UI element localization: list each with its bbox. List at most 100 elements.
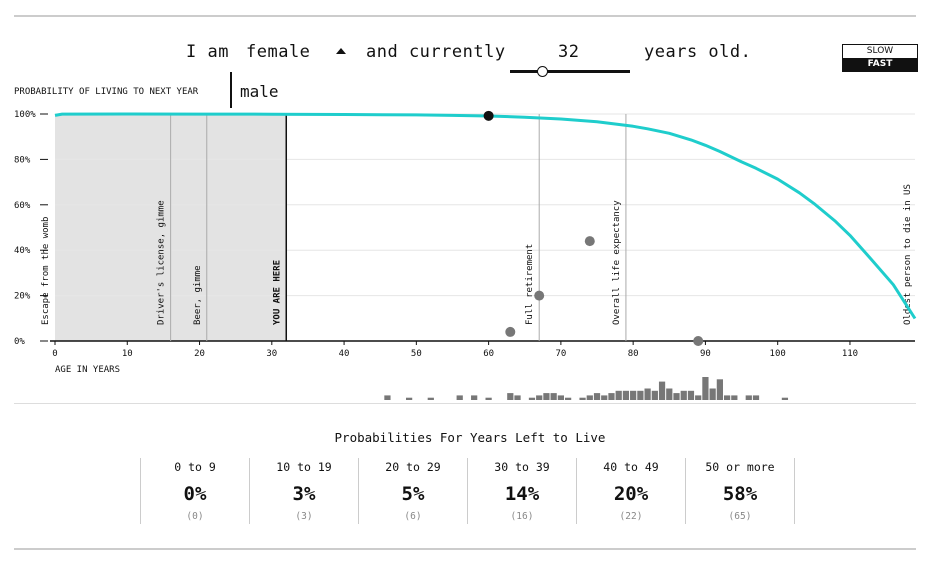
- histogram-bar: [658, 381, 666, 400]
- histogram-bar: [637, 390, 644, 400]
- sentence-i-am: I am: [186, 42, 229, 62]
- histogram-bar: [406, 397, 413, 400]
- histogram-bar: [666, 388, 673, 400]
- summary-percent: 20%: [613, 483, 649, 505]
- x-tick-label: 40: [339, 349, 350, 359]
- histogram-bar: [687, 390, 695, 400]
- speed-slow-button[interactable]: SLOW: [866, 46, 894, 56]
- summary-count: (6): [404, 511, 422, 522]
- sentence-years-old: years old.: [644, 42, 752, 62]
- age-slider-track[interactable]: [510, 70, 630, 73]
- age-value: 32: [558, 42, 580, 62]
- summary-table: 0 to 9 0% (0) 10 to 19 3% (3) 20 to 29 5% (6) 30 …: [140, 458, 795, 524]
- x-tick-label: 70: [555, 349, 566, 359]
- histogram-bar: [456, 395, 463, 400]
- histogram-bar: [601, 395, 608, 400]
- x-tick-label: 110: [842, 349, 858, 359]
- histogram-bar: [702, 377, 709, 400]
- y-tick-label: 60%: [14, 201, 31, 211]
- y-tick-label: 80%: [14, 155, 31, 165]
- milestone-label: Overall life expectancy: [612, 200, 622, 325]
- summary-count: (16): [510, 511, 534, 522]
- death-age-point: [534, 290, 545, 301]
- current-marker: [483, 110, 494, 121]
- histogram-bar: [384, 395, 391, 400]
- milestone-label: Beer, gimme: [193, 265, 203, 325]
- histogram-bar: [427, 397, 434, 400]
- histogram-bar: [507, 393, 514, 400]
- histogram-bar: [731, 395, 738, 400]
- x-tick-label: 10: [122, 349, 133, 359]
- summary-percent: 0%: [183, 483, 207, 505]
- y-tick-label: 100%: [14, 110, 36, 120]
- caret-up-icon[interactable]: [336, 48, 346, 54]
- chart-title: PROBABILITY OF LIVING TO NEXT YEAR: [14, 87, 199, 97]
- summary-cell: 50 or more 58% (65): [685, 458, 795, 524]
- histogram-bar: [651, 390, 658, 400]
- summary-range: 0 to 9: [174, 460, 216, 474]
- histogram-bar: [471, 395, 478, 400]
- milestone-label: YOU ARE HERE: [272, 260, 282, 325]
- survival-curve: [54, 112, 917, 320]
- summary-cell: 10 to 19 3% (3): [249, 458, 358, 524]
- summary-count: (0): [186, 511, 204, 522]
- speed-fast-button[interactable]: FAST: [843, 58, 917, 71]
- x-axis-label: AGE IN YEARS: [55, 365, 121, 375]
- sex-dropdown-value[interactable]: female: [246, 42, 311, 62]
- summary-range: 10 to 19: [276, 460, 332, 474]
- milestone-label: Driver's license, gimme: [157, 200, 167, 325]
- summary-cell: 20 to 29 5% (6): [358, 458, 467, 524]
- histogram-bar: [485, 397, 492, 400]
- histogram-bar: [745, 395, 752, 400]
- histogram-bar: [673, 393, 680, 400]
- x-tick-label: 0: [52, 349, 57, 359]
- histogram-bar: [723, 395, 731, 400]
- summary-title: Probabilities For Years Left to Live: [334, 430, 606, 445]
- histogram-bar: [528, 397, 536, 400]
- summary-percent: 5%: [401, 483, 425, 505]
- summary-cell: 0 to 9 0% (0): [140, 458, 249, 524]
- summary-range: 30 to 39: [494, 460, 550, 474]
- histogram-bar: [593, 393, 601, 400]
- histogram-bar: [557, 395, 564, 400]
- top-rule: [14, 15, 916, 17]
- summary-range: 20 to 29: [385, 460, 441, 474]
- death-age-point: [505, 326, 516, 337]
- dropdown-divider: [230, 72, 232, 108]
- sex-option-male[interactable]: male: [240, 82, 279, 101]
- summary-percent: 58%: [722, 483, 758, 505]
- histogram-bar: [781, 397, 789, 400]
- summary-count: (3): [295, 511, 313, 522]
- summary-percent: 14%: [504, 483, 540, 505]
- x-tick-label: 20: [194, 349, 205, 359]
- y-tick-label: 0%: [14, 337, 25, 347]
- milestone-label: Escape from the womb: [41, 217, 51, 325]
- histogram-bar: [579, 397, 586, 400]
- histogram-bar: [695, 395, 702, 400]
- death-age-point: [693, 336, 704, 346]
- age-slider-thumb[interactable]: [537, 66, 548, 77]
- histogram-bar: [716, 379, 723, 400]
- summary-range: 50 or more: [705, 460, 775, 474]
- histogram-bar: [622, 390, 630, 400]
- summary-range: 40 to 49: [603, 460, 659, 474]
- histogram-bar: [586, 395, 593, 400]
- histogram-bar: [709, 388, 716, 400]
- summary-cell: 40 to 49 20% (22): [576, 458, 685, 524]
- x-tick-label: 60: [483, 349, 494, 359]
- histogram-bar: [680, 390, 687, 400]
- histogram-bar: [615, 390, 622, 400]
- histogram-bar: [514, 395, 521, 400]
- summary-count: (22): [619, 511, 643, 522]
- x-tick-label: 50: [411, 349, 422, 359]
- death-age-point: [584, 236, 595, 247]
- histogram-bar: [543, 393, 550, 400]
- x-tick-label: 100: [770, 349, 786, 359]
- histogram-bar: [550, 393, 557, 400]
- milestone-label: Full retirement: [525, 244, 535, 325]
- summary-percent: 3%: [292, 483, 316, 505]
- histogram-bar: [564, 397, 572, 400]
- y-tick-label: 40%: [14, 246, 31, 256]
- x-tick-label: 80: [628, 349, 639, 359]
